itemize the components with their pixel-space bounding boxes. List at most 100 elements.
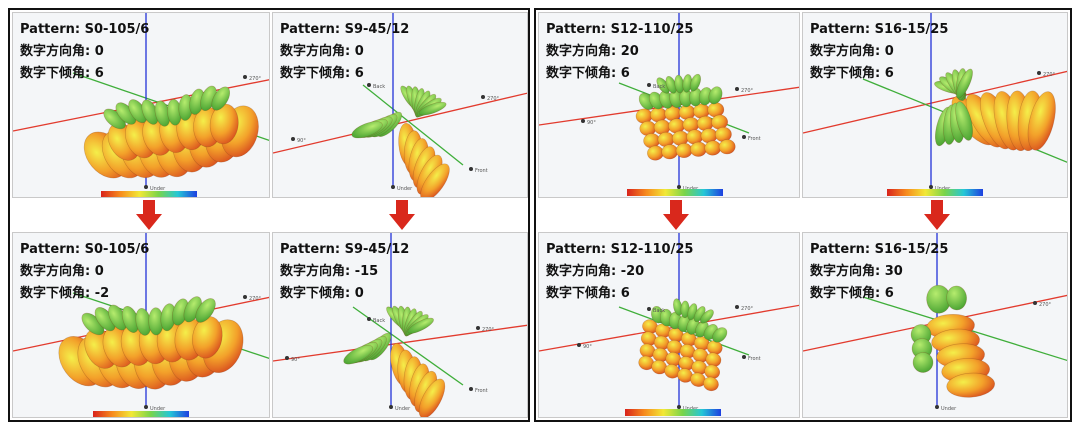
axis-label-front: Front bbox=[475, 168, 488, 174]
x-axis-line bbox=[273, 92, 527, 154]
radiation-pattern-lobes bbox=[343, 305, 446, 417]
color-scale-bar bbox=[887, 189, 983, 196]
axis-label-under: Under bbox=[150, 406, 166, 412]
panel-pattern-text: Pattern: S0-105/6 bbox=[20, 242, 150, 257]
antenna-pattern-render: 270°Under bbox=[803, 13, 1067, 196]
panel-azimuth-text: 数字方向角: -20 bbox=[546, 264, 645, 279]
down-arrow-icon bbox=[136, 200, 162, 230]
color-scale-bar bbox=[101, 191, 197, 197]
axis-label-270: 270° bbox=[249, 76, 262, 82]
panel-azimuth-text: 数字方向角: 0 bbox=[810, 44, 894, 59]
down-arrow-icon bbox=[663, 200, 689, 230]
axis-label-under: Under bbox=[150, 186, 166, 192]
axis-label-270: 270° bbox=[1039, 302, 1052, 308]
axis-label-270: 270° bbox=[487, 96, 500, 102]
axis-label-90: 90° bbox=[297, 138, 306, 144]
axis-label-front: Front bbox=[748, 356, 761, 362]
pattern-panel-s9-before: 270° 90° Back Front Under Pattern: S9-45/12 数字… bbox=[272, 12, 528, 198]
radiation-pattern-lobes bbox=[910, 284, 995, 398]
axis-label-under: Under bbox=[397, 186, 413, 192]
panel-azimuth-text: 数字方向角: 0 bbox=[20, 264, 104, 279]
axis-label-under: Under bbox=[395, 406, 411, 412]
panel-pattern-text: Pattern: S12-110/25 bbox=[546, 22, 694, 37]
antenna-pattern-render: 270° 90° Back Front Under bbox=[273, 233, 527, 417]
axis-label-front: Front bbox=[748, 136, 761, 142]
radiation-pattern-lobes bbox=[351, 85, 450, 197]
radiation-pattern-lobes bbox=[83, 85, 259, 179]
panel-info: Pattern: S0-105/6 数字方向角: 0 数字下倾角: -2 bbox=[20, 239, 149, 305]
y-axis-line bbox=[362, 84, 464, 166]
color-scale-bar bbox=[93, 411, 189, 417]
panel-tilt-text: 数字下倾角: 6 bbox=[810, 66, 894, 81]
radiation-pattern-lobes bbox=[638, 298, 728, 392]
y-axis-line bbox=[352, 306, 464, 386]
panel-info: Pattern: S12-110/25 数字方向角: 20 数字下倾角: 6 bbox=[546, 19, 693, 85]
axis-label-back: Back bbox=[653, 308, 665, 314]
pattern-panel-s0-before: 270° Under Pattern: S0-105/6 数字方向角: 0 数字下倾角:… bbox=[12, 12, 270, 198]
axis-label-back: Back bbox=[373, 318, 385, 324]
pattern-panel-s9-after: 270° 90° Back Front Under Pattern: S9-45/12 数字… bbox=[272, 232, 528, 418]
arrow-band-left bbox=[12, 200, 528, 230]
x-axis-line bbox=[539, 304, 799, 352]
down-arrow-icon bbox=[389, 200, 415, 230]
axis-label-270: 270° bbox=[482, 327, 495, 333]
pattern-panel-s16-after: 270° Under Pattern: S16-15/25 数字方向角: 30 数字下倾… bbox=[802, 232, 1068, 418]
axis-label-270: 270° bbox=[741, 306, 754, 312]
panel-pattern-text: Pattern: S16-15/25 bbox=[810, 242, 949, 257]
panel-pattern-text: Pattern: S0-105/6 bbox=[20, 22, 150, 37]
axis-label-back: Back bbox=[373, 84, 385, 90]
axis-label-90: 90° bbox=[291, 357, 300, 363]
panel-pattern-text: Pattern: S16-15/25 bbox=[810, 22, 949, 37]
panel-tilt-text: 数字下倾角: 6 bbox=[546, 66, 630, 81]
panel-azimuth-text: 数字方向角: 0 bbox=[280, 44, 364, 59]
axis-label-270: 270° bbox=[249, 296, 262, 302]
comparison-group-left: 270° Under Pattern: S0-105/6 数字方向角: 0 数字下倾角:… bbox=[8, 8, 530, 422]
axis-label-back: Back bbox=[653, 84, 665, 90]
x-axis-line bbox=[803, 70, 1067, 134]
panel-tilt-text: 数字下倾角: 6 bbox=[280, 66, 364, 81]
panel-info: Pattern: S16-15/25 数字方向角: 30 数字下倾角: 6 bbox=[810, 239, 948, 305]
axis-label-270: 270° bbox=[741, 88, 754, 94]
panel-info: Pattern: S12-110/25 数字方向角: -20 数字下倾角: 6 bbox=[546, 239, 693, 305]
x-axis-line bbox=[273, 324, 527, 362]
radiation-pattern-lobes bbox=[934, 68, 1056, 152]
axis-label-90: 90° bbox=[583, 344, 592, 350]
antenna-pattern-render: 270° Under bbox=[13, 13, 269, 197]
panel-azimuth-text: 数字方向角: 30 bbox=[810, 264, 903, 279]
axis-label-90: 90° bbox=[587, 120, 596, 126]
panel-tilt-text: 数字下倾角: 6 bbox=[810, 286, 894, 301]
panel-azimuth-text: 数字方向角: 20 bbox=[546, 44, 639, 59]
panel-azimuth-text: 数字方向角: -15 bbox=[280, 264, 379, 279]
panel-pattern-text: Pattern: S12-110/25 bbox=[546, 242, 694, 257]
panel-info: Pattern: S0-105/6 数字方向角: 0 数字下倾角: 6 bbox=[20, 19, 149, 85]
pattern-panel-s0-after: 270° Under Pattern: S0-105/6 数字方向角: 0 数字下倾角:… bbox=[12, 232, 270, 418]
panel-pattern-text: Pattern: S9-45/12 bbox=[280, 242, 410, 257]
axis-label-270: 270° bbox=[1043, 72, 1056, 78]
panel-tilt-text: 数字下倾角: -2 bbox=[20, 286, 110, 301]
radiation-pattern-lobes bbox=[58, 296, 244, 390]
panel-tilt-text: 数字下倾角: 6 bbox=[546, 286, 630, 301]
comparison-group-right: 270° 90° Back Front Under Pattern: S12-110/25… bbox=[534, 8, 1072, 422]
axis-label-under: Under bbox=[941, 406, 957, 412]
panel-info: Pattern: S9-45/12 数字方向角: -15 数字下倾角: 0 bbox=[280, 239, 409, 305]
color-scale-bar bbox=[625, 409, 721, 416]
down-arrow-icon bbox=[924, 200, 950, 230]
axis-label-front: Front bbox=[475, 388, 488, 394]
color-scale-bar bbox=[627, 189, 723, 196]
arrow-band-right bbox=[538, 200, 1068, 230]
antenna-pattern-render: 270° 90° Back Front Under bbox=[273, 13, 527, 197]
panel-tilt-text: 数字下倾角: 6 bbox=[20, 66, 104, 81]
panel-pattern-text: Pattern: S9-45/12 bbox=[280, 22, 410, 37]
antenna-pattern-render: 270° Under bbox=[803, 233, 1067, 412]
radiation-pattern-lobes bbox=[635, 73, 736, 161]
panel-tilt-text: 数字下倾角: 0 bbox=[280, 286, 364, 301]
panel-azimuth-text: 数字方向角: 0 bbox=[20, 44, 104, 59]
panel-info: Pattern: S16-15/25 数字方向角: 0 数字下倾角: 6 bbox=[810, 19, 948, 85]
antenna-pattern-render: 270° Under bbox=[13, 233, 269, 417]
panel-info: Pattern: S9-45/12 数字方向角: 0 数字下倾角: 6 bbox=[280, 19, 409, 85]
